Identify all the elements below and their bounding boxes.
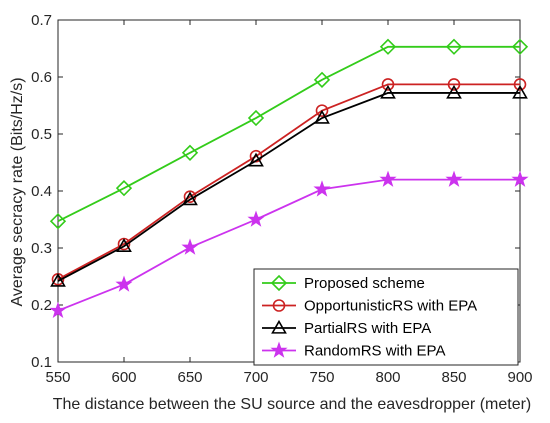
x-tick-label: 750 (309, 369, 334, 386)
x-tick-label: 600 (111, 369, 136, 386)
x-tick-label: 650 (177, 369, 202, 386)
y-tick-label: 0.2 (31, 297, 52, 314)
series-line (57, 83, 520, 281)
x-tick-label: 700 (243, 369, 268, 386)
data-point (380, 84, 396, 99)
data-point (116, 238, 132, 252)
data-point (445, 38, 463, 55)
y-axis-label: Average secracy rate (Bits/Hz/s) (9, 77, 26, 306)
data-point (181, 144, 199, 161)
y-tick-label: 0.4 (31, 183, 52, 200)
series-line (57, 92, 520, 282)
series-partialrs-with-epa (50, 84, 528, 287)
legend-entry: PartialRS with EPA (262, 319, 431, 337)
y-tick-label: 0.5 (31, 126, 52, 143)
x-tick-label: 800 (375, 369, 400, 386)
legend-marker (272, 299, 286, 312)
data-point (446, 84, 462, 99)
y-tick-label: 0.3 (31, 240, 52, 257)
data-point (379, 38, 397, 55)
data-point (315, 104, 329, 117)
y-tick-label: 0.7 (31, 12, 52, 29)
legend-entry: RandomRS with EPA (262, 341, 445, 360)
x-tick-label: 900 (507, 369, 532, 386)
x-tick-label: 550 (45, 369, 70, 386)
data-point (181, 238, 199, 255)
x-axis-label: The distance between the SU source and t… (53, 396, 532, 413)
series-line (57, 178, 520, 312)
series-randomrs-with-epa (49, 170, 529, 319)
data-point (313, 71, 331, 88)
legend-label: RandomRS with EPA (304, 343, 445, 360)
data-point (248, 152, 264, 167)
data-point (511, 170, 529, 187)
data-point (511, 38, 529, 55)
data-point (381, 78, 395, 91)
legend-entry: OpportunisticRS with EPA (262, 298, 477, 315)
data-point (313, 180, 331, 197)
legend-box (253, 268, 519, 366)
data-point (182, 191, 198, 206)
series-proposed-scheme (49, 38, 529, 230)
data-point (115, 180, 133, 197)
legend-marker (271, 319, 287, 334)
data-point (247, 109, 265, 127)
data-point (512, 84, 528, 99)
axes: 550 600 650 700 750 800 850 900 0.1 0.2 0.3 0.4 0.5 0… (31, 12, 532, 386)
data-point (247, 210, 265, 227)
data-point (49, 213, 67, 230)
data-point (50, 272, 66, 287)
series-layer (49, 38, 529, 319)
data-point (447, 78, 461, 91)
data-point (513, 78, 527, 91)
legend-label: OpportunisticRS with EPA (304, 298, 477, 315)
legend-entry: Proposed scheme (262, 274, 425, 292)
legend-marker (270, 274, 288, 292)
legend-label: Proposed scheme (304, 275, 425, 292)
y-tick-label: 0.6 (31, 69, 52, 86)
data-point (379, 170, 397, 187)
data-point (314, 109, 330, 124)
data-point (49, 301, 67, 319)
legend-marker (270, 341, 288, 358)
data-point (445, 170, 463, 187)
series-line (57, 45, 520, 223)
y-tick-label: 0.1 (31, 354, 52, 371)
x-tick-label: 850 (441, 369, 466, 386)
data-point (115, 275, 133, 292)
legend-label: PartialRS with EPA (304, 320, 431, 337)
legend: Proposed scheme OpportunisticRS with EPA P… (253, 268, 519, 366)
